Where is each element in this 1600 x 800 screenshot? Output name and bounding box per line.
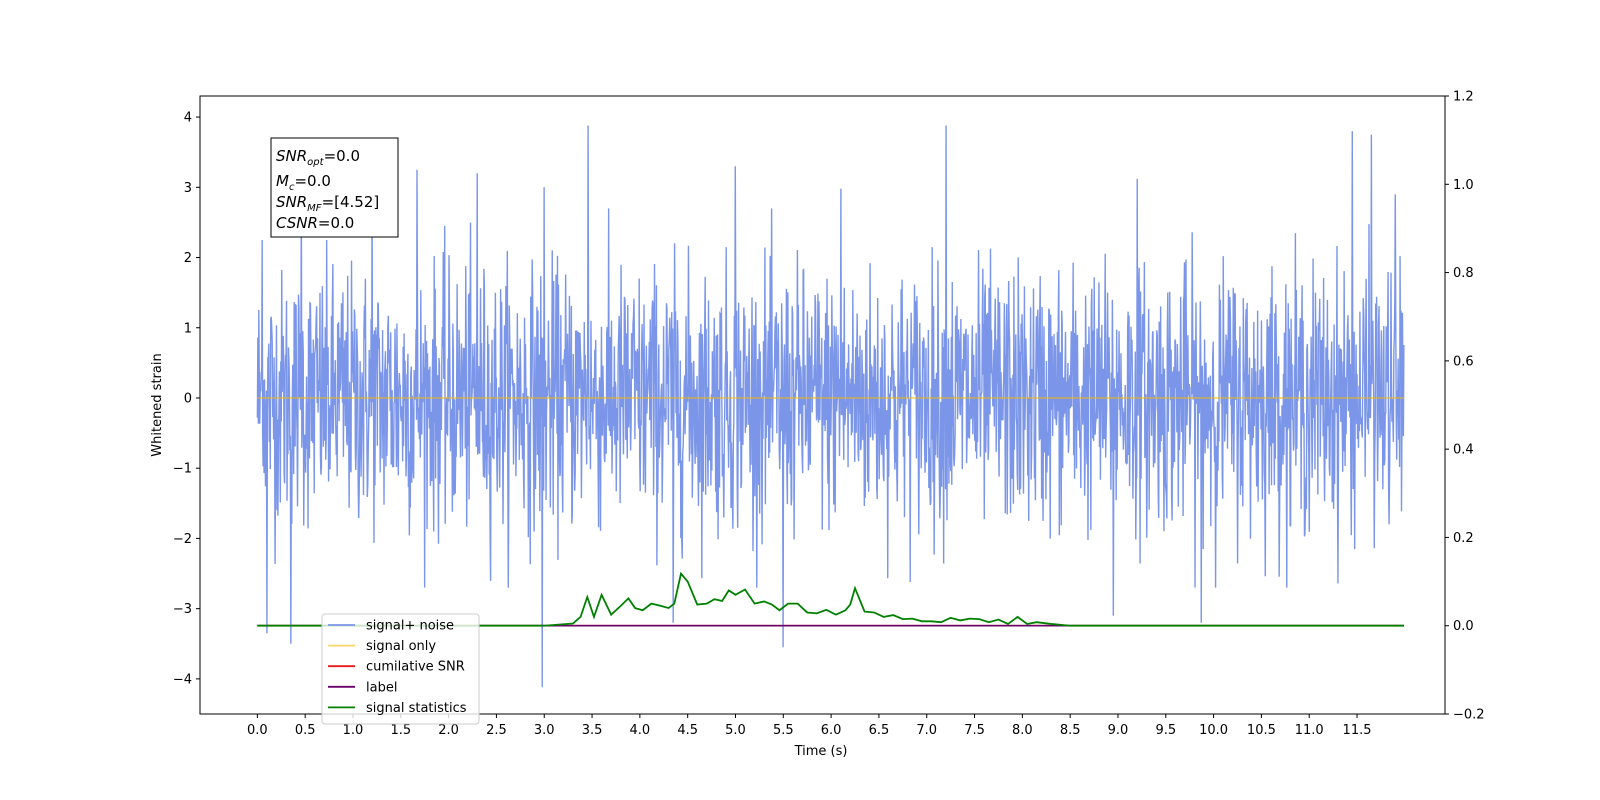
y-tick-label-right: 0.8 — [1453, 266, 1474, 281]
x-tick-label: 2.5 — [486, 723, 507, 738]
x-tick-label: 11.0 — [1295, 723, 1324, 738]
series-line-signal-noise — [256, 125, 1405, 688]
x-tick-label: 6.5 — [869, 723, 890, 738]
stats-csnr: CSNR=0.0 — [276, 214, 354, 232]
stats-box: SNRopt=0.0 Mc=0.0 SNRMF=[4.52] CSNR=0.0 — [270, 137, 399, 238]
legend-label: signal only — [366, 639, 436, 654]
y-tick-label-left: 3 — [184, 181, 192, 196]
x-tick-label: 0.5 — [295, 723, 316, 738]
y-tick-label-right: 0.0 — [1453, 619, 1474, 634]
x-tick-label: 1.5 — [390, 723, 411, 738]
y-tick-label-right: −0.2 — [1453, 708, 1485, 723]
legend: signal+ noise signal only cumilative SNR la… — [321, 613, 480, 725]
legend-label: label — [366, 680, 397, 695]
stats-snr-opt: SNRopt=0.0 — [276, 147, 360, 168]
x-tick-label: 9.5 — [1155, 723, 1176, 738]
x-tick-label: 3.5 — [582, 723, 603, 738]
x-tick-label: 7.0 — [916, 723, 937, 738]
y-tick-label-left: 4 — [184, 111, 192, 126]
series-line-signal-statistics — [257, 571, 1404, 627]
y-tick-label-right: 0.4 — [1453, 443, 1474, 458]
stats-box-frame — [270, 137, 399, 238]
y-tick-label-right: 1.2 — [1453, 90, 1474, 105]
x-tick-label: 5.5 — [773, 723, 794, 738]
legend-label: cumilative SNR — [366, 660, 465, 675]
stats-mc: Mc=0.0 — [276, 172, 331, 193]
y-tick-label-left: −4 — [173, 672, 192, 687]
x-tick-label: 0.0 — [247, 723, 268, 738]
y-tick-label-left: 2 — [184, 251, 192, 266]
x-tick-label: 8.5 — [1060, 723, 1081, 738]
x-tick-label: 5.0 — [725, 723, 746, 738]
legend-frame — [321, 613, 480, 725]
y-tick-label-left: 1 — [184, 321, 192, 336]
plot-frame — [199, 95, 1446, 715]
legend-label: signal statistics — [366, 701, 467, 716]
y-axis-label: Whitened strain — [150, 353, 165, 456]
x-tick-label: 4.0 — [630, 723, 651, 738]
y-tick-label-left: −1 — [173, 462, 192, 477]
x-tick-label: 4.5 — [677, 723, 698, 738]
x-tick-label: 10.5 — [1247, 723, 1276, 738]
x-axis-label: Time (s) — [794, 744, 848, 759]
y-tick-label-left: −2 — [173, 532, 192, 547]
x-tick-label: 10.0 — [1199, 723, 1228, 738]
x-tick-label: 6.0 — [821, 723, 842, 738]
x-tick-label: 3.0 — [534, 723, 555, 738]
y-tick-label-right: 1.0 — [1453, 178, 1474, 193]
x-tick-label: 8.0 — [1012, 723, 1033, 738]
y-tick-label-right: 0.2 — [1453, 531, 1474, 546]
y-tick-label-left: −3 — [173, 602, 192, 617]
y-tick-label-right: 0.6 — [1453, 354, 1474, 369]
x-tick-label: 2.0 — [438, 723, 459, 738]
y-tick-label-left: 0 — [184, 391, 192, 406]
x-tick-label: 11.5 — [1343, 723, 1372, 738]
x-tick-label: 7.5 — [964, 723, 985, 738]
stats-snr-mf: SNRMF=[4.52] — [276, 193, 379, 214]
legend-label: signal+ noise — [366, 619, 454, 634]
x-tick-label: 1.0 — [343, 723, 364, 738]
x-tick-label: 9.0 — [1108, 723, 1129, 738]
